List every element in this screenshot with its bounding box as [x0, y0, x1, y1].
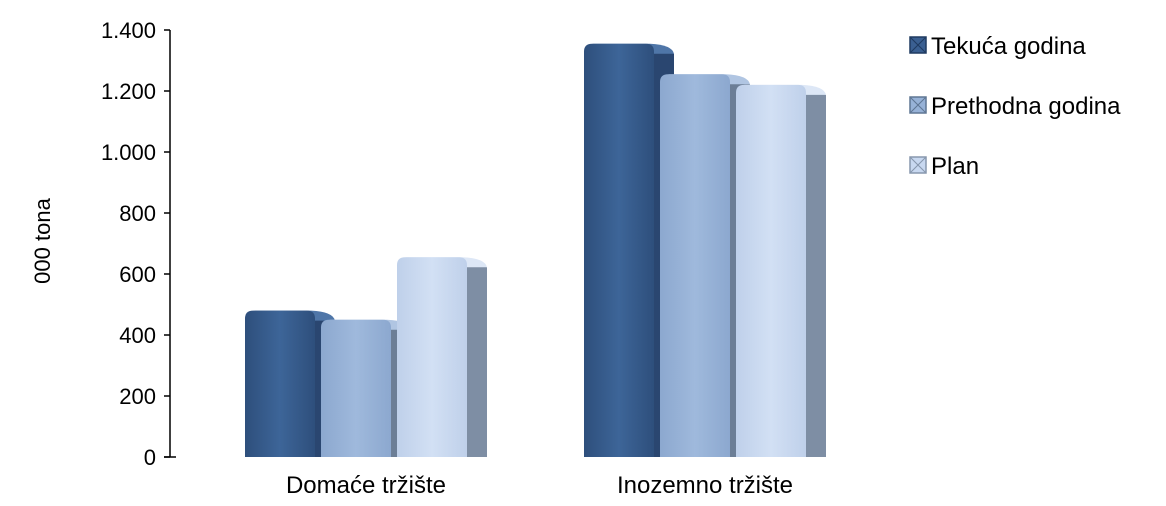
bar-side [806, 88, 826, 458]
y-tick-label: 1.000 [101, 140, 156, 165]
bar-side [467, 261, 487, 457]
x-category-label: Domaće tržište [286, 472, 446, 499]
bar-front [397, 257, 467, 457]
legend-swatch-bevel [909, 156, 927, 174]
bar-2-1 [736, 84, 826, 458]
legend-label: Tekuća godina [931, 33, 1086, 60]
y-tick-label: 1.400 [101, 18, 156, 43]
legend: Tekuća godina Prethodna godina Plan [909, 33, 1121, 180]
y-axis-title: 000 tona [30, 197, 55, 283]
bars [245, 43, 826, 458]
legend-label: Prethodna godina [931, 93, 1121, 120]
legend-item: Prethodna godina [909, 93, 1121, 120]
legend-item: Plan [909, 153, 979, 180]
y-tick-label: 200 [119, 384, 156, 409]
bar-front [660, 74, 730, 457]
legend-swatch-bevel [909, 96, 927, 114]
x-category-label: Inozemno tržište [617, 472, 793, 499]
y-tick-label: 600 [119, 262, 156, 287]
y-tick-label: 400 [119, 323, 156, 348]
y-tick-label: 800 [119, 201, 156, 226]
bar-front [584, 43, 654, 457]
bar-front [321, 319, 391, 457]
y-tick-label: 1.200 [101, 79, 156, 104]
bar-front [245, 310, 315, 457]
bar-front [736, 84, 806, 458]
axis-labels: 0 200 400 600 800 1.000 1.200 1.400 Domaće tržiš… [101, 18, 793, 499]
bar-2-0 [397, 257, 487, 457]
axes [164, 29, 176, 458]
legend-item: Tekuća godina [909, 33, 1086, 60]
y-tick-label: 0 [144, 445, 156, 470]
legend-swatch-bevel [909, 36, 927, 54]
legend-label: Plan [931, 153, 979, 180]
